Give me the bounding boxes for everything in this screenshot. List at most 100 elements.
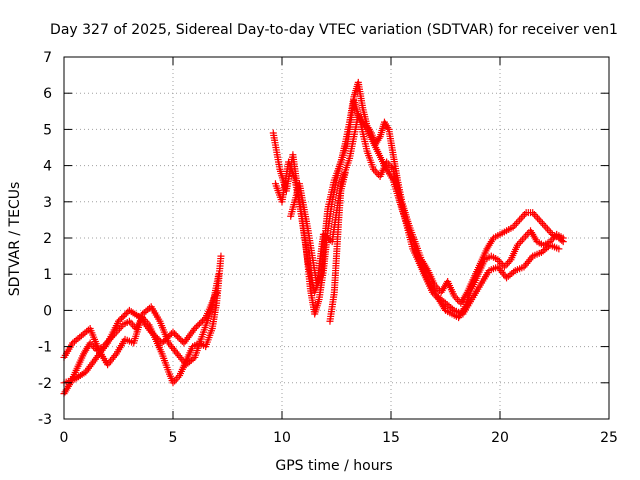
interpolated-markers [425, 280, 440, 298]
interpolated-markers [114, 323, 125, 334]
interpolated-markers [79, 326, 92, 338]
interpolated-markers [338, 142, 351, 164]
interpolated-markers [123, 336, 136, 346]
series-5 [287, 111, 563, 318]
interpolated-markers [355, 81, 366, 109]
interpolated-markers [390, 153, 401, 182]
interpolated-markers [542, 239, 552, 248]
interpolated-markers [445, 280, 457, 298]
interpolated-markers [382, 120, 392, 132]
interpolated-markers [138, 315, 154, 334]
data-point [169, 328, 177, 336]
interpolated-markers [548, 242, 561, 252]
interpolated-markers [425, 269, 438, 287]
interpolated-markers [74, 352, 87, 370]
interpolated-markers [105, 319, 121, 345]
x-tick-label: 20 [491, 430, 509, 446]
interpolated-markers [121, 318, 131, 328]
interpolated-markers [502, 258, 513, 269]
interpolated-markers [373, 134, 383, 146]
interpolated-markers [364, 127, 379, 149]
interpolated-markers [209, 301, 220, 330]
interpolated-markers [296, 182, 312, 232]
interpolated-markers [450, 311, 460, 320]
interpolated-markers [469, 283, 483, 301]
interpolated-markers [543, 225, 555, 237]
interpolated-markers [192, 330, 207, 359]
interpolated-markers [483, 253, 493, 263]
data-point [215, 270, 223, 278]
interpolated-markers [539, 243, 552, 255]
interpolated-markers [311, 298, 322, 316]
interpolated-markers [152, 337, 165, 356]
series-6 [326, 169, 349, 325]
x-tick-label: 5 [169, 430, 178, 446]
data-point [559, 234, 567, 242]
interpolated-markers [443, 301, 456, 313]
interpolated-markers [83, 355, 99, 374]
interpolated-markers [127, 319, 138, 331]
interpolated-markers [537, 218, 548, 229]
interpolated-markers [166, 341, 180, 356]
x-tick-label: 0 [60, 430, 69, 446]
y-tick-label: -1 [38, 340, 52, 356]
y-axis-label: SDTVAR / TECUs [7, 182, 23, 297]
interpolated-markers [522, 229, 533, 240]
interpolated-markers [70, 333, 84, 346]
interpolated-markers [346, 113, 362, 160]
interpolated-markers [462, 287, 475, 309]
interpolated-markers [530, 210, 542, 222]
interpolated-markers [478, 269, 492, 287]
interpolated-markers [444, 308, 454, 317]
interpolated-markers [385, 128, 397, 156]
interpolated-markers [203, 327, 215, 348]
chart-title: Day 327 of 2025, Sidereal Day-to-day VTE… [50, 22, 618, 38]
y-tick-label: -3 [38, 412, 52, 428]
interpolated-markers [87, 327, 102, 352]
data-point [213, 288, 221, 296]
y-tick-label: 3 [43, 195, 52, 211]
interpolated-markers [270, 131, 283, 171]
interpolated-markers [513, 264, 526, 274]
x-tick-label: 15 [382, 430, 400, 446]
interpolated-markers [62, 376, 77, 386]
interpolated-markers [298, 215, 312, 265]
interpolated-markers [399, 207, 414, 236]
interpolated-markers [535, 239, 545, 248]
x-axis-label: GPS time / hours [275, 458, 392, 474]
interpolated-markers [356, 113, 370, 131]
interpolated-markers [333, 218, 343, 258]
data-point [191, 325, 199, 332]
interpolated-markers [521, 254, 535, 269]
interpolated-markers [373, 146, 387, 168]
interpolated-markers [528, 229, 540, 244]
interpolated-markers [324, 178, 338, 211]
interpolated-markers [460, 298, 474, 316]
interpolated-markers [435, 293, 448, 306]
interpolated-markers [171, 373, 182, 385]
interpolated-markers [105, 352, 119, 367]
interpolated-markers [487, 264, 500, 274]
y-tick-label: 4 [43, 159, 52, 175]
interpolated-markers [390, 178, 405, 211]
grid-lines [64, 57, 609, 419]
interpolated-markers [183, 345, 196, 363]
y-tick-label: 0 [43, 303, 52, 319]
interpolated-markers [548, 232, 559, 244]
y-tick-label: 7 [43, 50, 52, 66]
x-tick-label: 10 [273, 430, 291, 446]
y-tick-label: 5 [43, 122, 52, 138]
interpolated-markers [203, 290, 220, 320]
interpolated-markers [504, 268, 518, 280]
interpolated-markers [475, 258, 488, 276]
interpolated-markers [61, 341, 75, 359]
interpolated-markers [364, 149, 377, 171]
interpolated-markers [330, 255, 340, 294]
interpolated-markers [556, 235, 566, 244]
data-points [60, 78, 567, 398]
interpolated-markers [114, 337, 128, 356]
interpolated-markers [384, 160, 396, 171]
data-point [115, 317, 122, 325]
interpolated-markers [326, 291, 338, 323]
